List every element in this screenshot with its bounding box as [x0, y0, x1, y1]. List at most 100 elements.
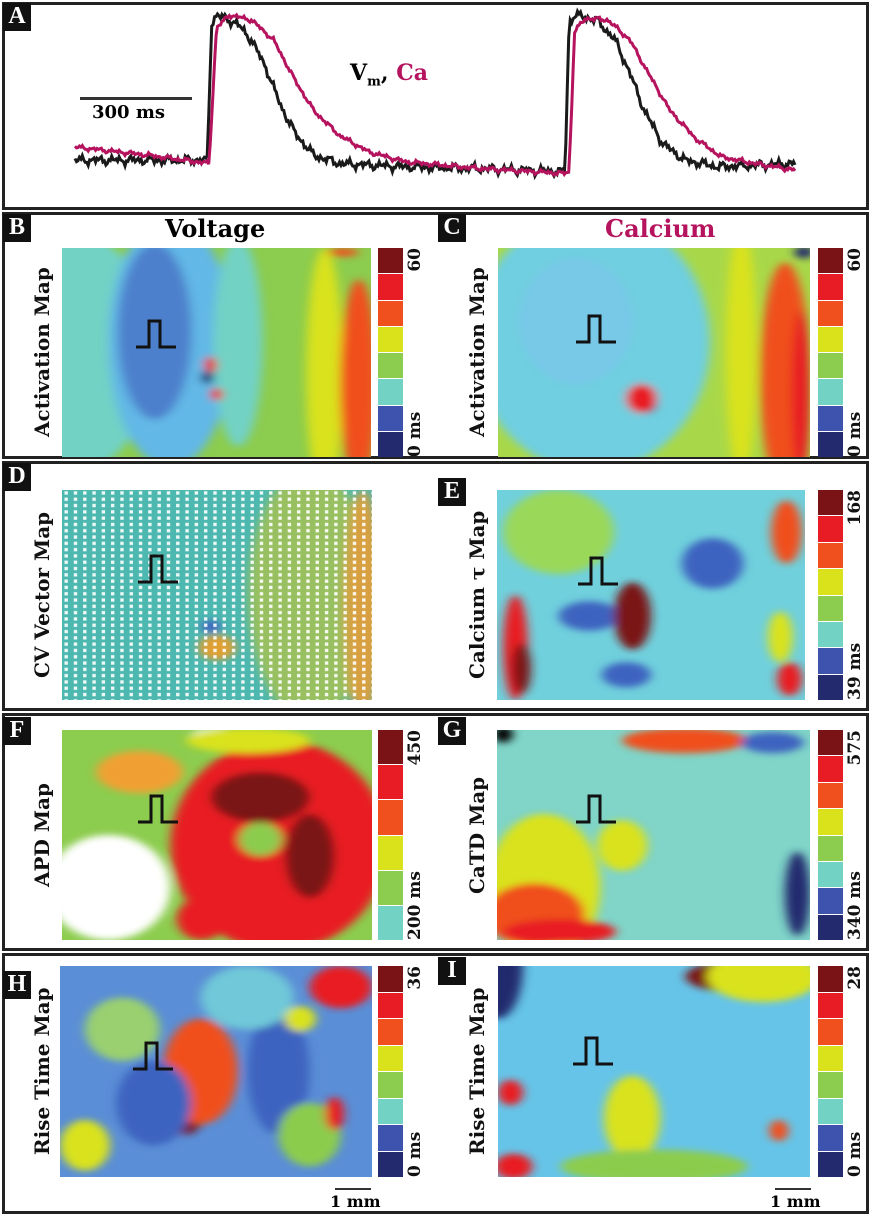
colorbar-segment [818, 379, 843, 405]
colorbar-segment [818, 1098, 843, 1124]
panel-h-colorbar [378, 966, 403, 1177]
trace-plot [73, 7, 797, 181]
colorbar-segment [818, 1072, 843, 1098]
map-region [560, 1149, 748, 1177]
map-region [285, 814, 335, 898]
panel-g-ylabel: CaTD Map [465, 776, 489, 894]
map-region [62, 835, 171, 940]
panel-c-colorbar-max: 60 [845, 248, 865, 272]
panel-h-colorbar-max: 36 [405, 966, 425, 990]
panel-h-map [60, 966, 372, 1177]
colorbar-segment [378, 300, 403, 326]
map-region [247, 1008, 310, 1135]
panel-f-colorbar [378, 730, 403, 941]
colorbar-segment [818, 300, 843, 326]
map-region [503, 919, 616, 940]
panel-h-ylabel: Rise Time Map [30, 987, 54, 1156]
panel-letter-f: F [3, 717, 31, 745]
map-region [741, 732, 804, 754]
map-region [327, 248, 359, 257]
colorbar-segment [818, 966, 843, 992]
stimulus-pulse-icon [578, 556, 618, 586]
colorbar-segment [818, 782, 843, 809]
stimulus-pulse-icon [138, 554, 178, 584]
colorbar-segment [818, 542, 843, 569]
panel-b-map [62, 248, 371, 457]
colorbar-segment [818, 674, 843, 700]
panel-b-colorbar [378, 248, 403, 457]
colorbar-segment [378, 730, 403, 765]
stimulus-pulse-icon [138, 794, 178, 824]
map-region [325, 1096, 344, 1131]
stimulus-pulse-icon [576, 314, 616, 344]
colorbar-segment [818, 405, 843, 431]
colorbar-segment [818, 835, 843, 861]
panel-g-colorbar [818, 730, 843, 940]
panel-b-ylabel: Activation Map [30, 267, 54, 438]
colorbar-segment [378, 905, 403, 941]
colorbar-segment [378, 431, 403, 457]
map-region [213, 248, 263, 447]
legend-vm: V [350, 60, 368, 86]
map-region [597, 820, 648, 871]
map-region [601, 662, 651, 688]
map-region [625, 383, 658, 414]
map-region [794, 248, 810, 259]
colorbar-segment [378, 835, 403, 870]
colorbar-segment [378, 870, 403, 905]
column-title-voltage: Voltage [165, 214, 266, 243]
stimulus-pulse-icon [133, 1041, 173, 1071]
colorbar-segment [378, 379, 403, 405]
panel-letter-a: A [3, 3, 31, 31]
time-scalebar [80, 97, 192, 100]
map-region [117, 248, 192, 420]
map-region [707, 966, 810, 1002]
colorbar-segment [818, 1045, 843, 1071]
map-region [498, 1079, 523, 1106]
colorbar-segment [818, 274, 843, 300]
panel-letter-d: D [3, 463, 31, 491]
vm-trace [73, 7, 797, 181]
panel-i-colorbar [818, 966, 843, 1177]
colorbar-segment [818, 248, 843, 274]
stimulus-pulse-icon [136, 319, 176, 349]
map-region [777, 662, 802, 696]
panel-g-colorbar-min: 340 ms [845, 871, 865, 940]
panel-i-map [498, 966, 810, 1177]
map-region [284, 1006, 316, 1032]
map-region [497, 730, 513, 743]
panel-g-map [497, 730, 810, 940]
panel-a [2, 2, 869, 210]
panel-letter-b: B [3, 214, 31, 242]
panel-e-colorbar-min: 39 ms [845, 642, 865, 700]
map-region [622, 730, 748, 754]
map-region [201, 371, 214, 384]
stimulus-pulse-icon [573, 1036, 613, 1066]
colorbar-segment [818, 595, 843, 621]
panel-i-ylabel: Rise Time Map [465, 987, 489, 1156]
panel-letter-i: I [438, 957, 466, 985]
panel-e-colorbar-max: 168 [845, 490, 865, 526]
map-region [96, 751, 183, 793]
map-region [784, 851, 810, 936]
map-region [512, 643, 531, 694]
panel-e-colorbar [818, 490, 843, 700]
panel-f-map [62, 730, 372, 940]
colorbar-segment [378, 1098, 403, 1124]
panel-e-map [497, 490, 805, 700]
map-region [681, 538, 744, 589]
colorbar-segment [818, 1125, 843, 1151]
panel-h-scalebar [335, 1188, 371, 1190]
panel-b-colorbar-min: 0 ms [405, 411, 425, 457]
map-region [210, 388, 223, 401]
colorbar-segment [378, 274, 403, 300]
colorbar-segment [818, 861, 843, 888]
ca-trace [73, 12, 797, 178]
panel-d-map [62, 490, 372, 700]
colorbar-segment [378, 1151, 403, 1177]
colorbar-segment [378, 353, 403, 379]
colorbar-segment [378, 800, 403, 835]
panel-i-scalebar [775, 1188, 811, 1190]
panel-e-ylabel: Calcium τ Map [465, 510, 489, 680]
map-region [84, 997, 160, 1061]
